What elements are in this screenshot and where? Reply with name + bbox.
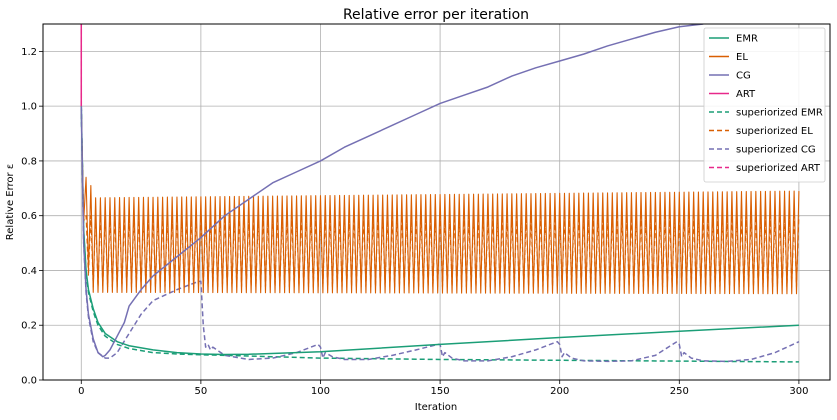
x-tick-label-1: 50 <box>195 386 208 397</box>
axis-ticks: 0 50 100 150 200 250 300 0.0 0.2 0.4 0.6 0.8 1.0 1.2 <box>21 47 808 397</box>
series-el <box>80 106 800 295</box>
legend-label-superiorized-cg: superiorized CG <box>736 145 816 156</box>
legend-label-el: EL <box>736 52 748 63</box>
plot-frame <box>42 23 831 381</box>
series-layer <box>80 24 800 363</box>
x-tick-label-2: 100 <box>311 386 330 397</box>
y-tick-label-3: 0.6 <box>21 211 37 222</box>
x-tick-label-3: 150 <box>431 386 450 397</box>
legend-label-superiorized-el: superiorized EL <box>736 126 813 137</box>
legend-label-emr: EMR <box>736 34 758 45</box>
legend-label-art: ART <box>736 89 756 100</box>
y-axis-label: Relative Error ε <box>5 164 16 240</box>
x-tick-label-4: 200 <box>550 386 569 397</box>
chart-title: Relative error per iteration <box>343 7 529 23</box>
legend-label-superiorized-art: superiorized ART <box>736 163 821 174</box>
legend: EMR EL CG ART superiorized EMR superiorized E… <box>703 27 826 183</box>
series-superiorized-cg <box>80 106 800 363</box>
y-tick-label-5: 1.0 <box>21 102 37 113</box>
x-tick-label-0: 0 <box>78 386 84 397</box>
legend-label-superiorized-emr: superiorized EMR <box>736 108 823 119</box>
x-tick-label-6: 300 <box>789 386 808 397</box>
y-tick-label-2: 0.4 <box>21 266 37 277</box>
series-cg <box>80 24 704 358</box>
y-tick-label-6: 1.2 <box>21 47 37 58</box>
legend-box <box>703 27 826 183</box>
y-tick-label-0: 0.0 <box>21 376 37 387</box>
series-emr <box>80 106 799 356</box>
y-tick-label-1: 0.2 <box>21 321 37 332</box>
x-axis-label: Iteration <box>415 402 457 413</box>
legend-label-cg: CG <box>736 71 751 82</box>
x-tick-label-5: 250 <box>670 386 689 397</box>
y-tick-label-4: 0.8 <box>21 156 37 167</box>
